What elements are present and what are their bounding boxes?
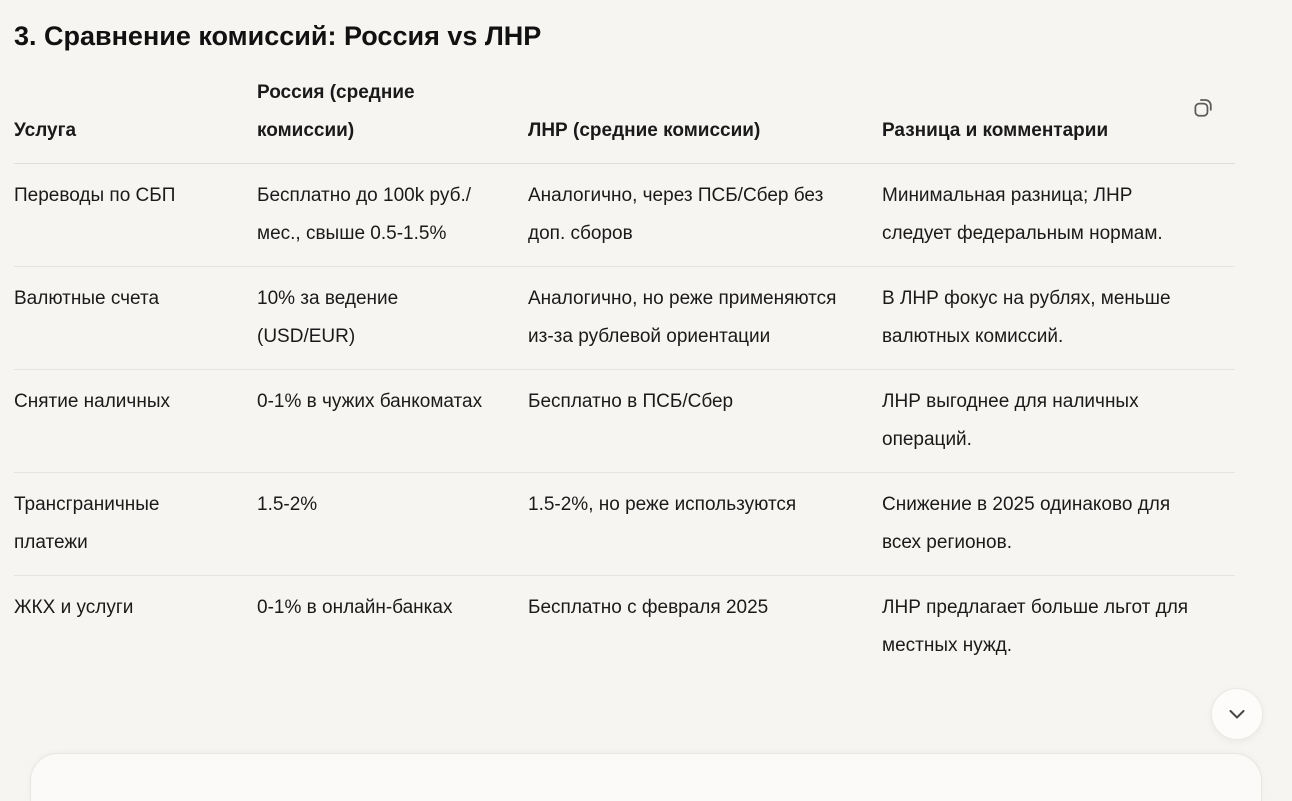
cell-service: Переводы по СБП bbox=[14, 163, 257, 267]
chevron-down-icon bbox=[1229, 709, 1245, 719]
cell-service: Валютные счета bbox=[14, 266, 257, 370]
cell-comment: ЛНР выгоднее для наличных операций. bbox=[882, 369, 1235, 473]
cell-comment: В ЛНР фокус на рублях, меньше валютных к… bbox=[882, 266, 1235, 370]
cell-russia: 0-1% в онлайн-банках bbox=[257, 597, 453, 618]
chat-page: { "page": { "background_color": "#f7f5f2… bbox=[14, 21, 1263, 801]
scroll-to-bottom-button[interactable] bbox=[1211, 688, 1263, 740]
cell-service: ЖКХ и услуги bbox=[14, 597, 134, 618]
cell-russia: 0-1% в чужих банкоматах bbox=[257, 369, 528, 473]
column-header-russia: Россия (средние комиссии) bbox=[257, 74, 528, 164]
page-title: 3. Сравнение комиссий: Россия vs ЛНР bbox=[14, 21, 542, 51]
cell-lnr: Бесплатно с февраля 2025 bbox=[528, 597, 769, 618]
comparison-table: Услуга Россия (средние комиссии) ЛНР (ср… bbox=[14, 74, 1235, 678]
cell-lnr: Бесплатно в ПСБ/Сбер bbox=[528, 369, 882, 473]
cell-service: Снятие наличных bbox=[14, 369, 257, 473]
cell-service: Трансграничные платежи bbox=[14, 472, 257, 576]
cell-russia: 1.5-2% bbox=[257, 472, 528, 576]
table-row: Переводы по СБП Бесплатно до 100k руб./м… bbox=[14, 163, 1235, 267]
cell-russia: 10% за ведение (USD/EUR) bbox=[257, 266, 528, 370]
column-header-lnr: ЛНР (средние комиссии) bbox=[528, 74, 882, 164]
cell-lnr: Аналогично, через ПСБ/Сбер без доп. сбор… bbox=[528, 163, 882, 267]
cell-comment: Снижение в 2025 одинаково для всех регио… bbox=[882, 472, 1235, 576]
cell-lnr: 1.5-2%, но реже используются bbox=[528, 472, 882, 576]
cell-russia: Бесплатно до 100k руб./мес., свыше 0.5-1… bbox=[257, 163, 528, 267]
column-header-service: Услуга bbox=[14, 74, 257, 164]
message-composer[interactable] bbox=[30, 753, 1262, 801]
table-header-row: Услуга Россия (средние комиссии) ЛНР (ср… bbox=[14, 74, 1235, 164]
cell-comment: Минимальная разница; ЛНР следует федерал… bbox=[882, 163, 1235, 267]
cell-lnr: Аналогично, но реже применяются из-за ру… bbox=[528, 266, 882, 370]
table-row: Снятие наличных 0-1% в чужих банкоматах … bbox=[14, 369, 1235, 473]
column-header-comment: Разница и комментарии bbox=[882, 74, 1235, 164]
table-row: Валютные счета 10% за ведение (USD/EUR) … bbox=[14, 266, 1235, 370]
cell-comment: ЛНР предлагает больше льгот для местных … bbox=[882, 597, 1189, 656]
table-row: Трансграничные платежи 1.5-2% 1.5-2%, но… bbox=[14, 472, 1235, 576]
table-row: ЖКХ и услуги 0-1% в онлайн-банках Беспла… bbox=[14, 576, 1235, 679]
